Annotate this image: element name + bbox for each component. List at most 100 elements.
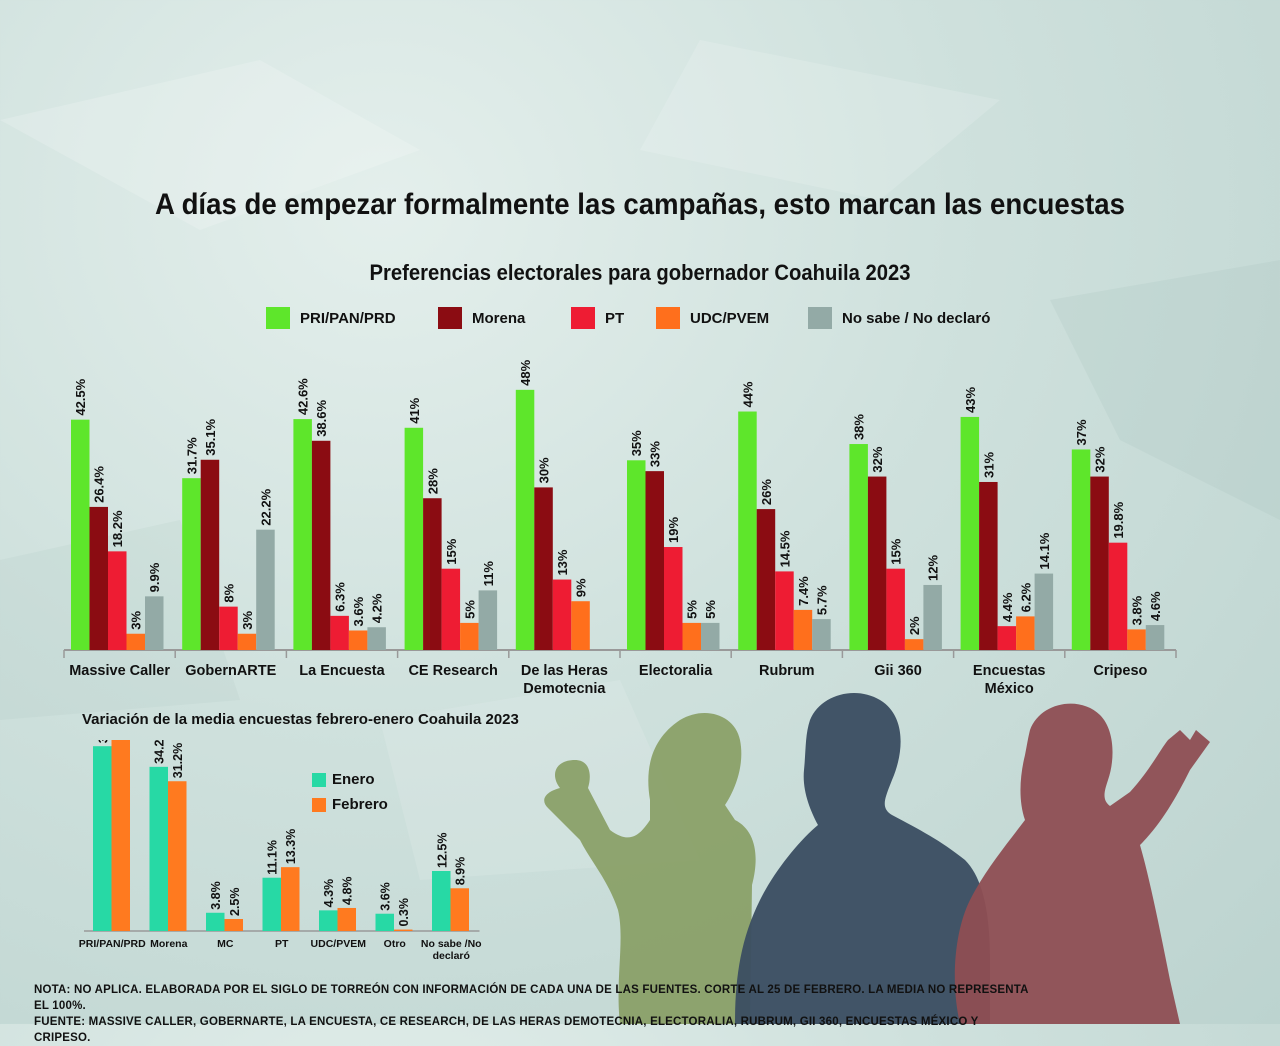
data-label: 22.2% xyxy=(258,488,273,525)
data-label: 42.6% xyxy=(296,378,311,415)
data-label: 32% xyxy=(870,446,885,472)
data-label: 14.5% xyxy=(777,530,792,567)
bar-pri xyxy=(1071,449,1091,650)
bar-enero xyxy=(375,913,394,931)
data-label: 4.3% xyxy=(322,879,336,908)
bar-pt xyxy=(1108,542,1128,650)
data-label: 12.5% xyxy=(435,833,449,868)
legend-swatch-udc xyxy=(656,307,680,329)
red-silhouette xyxy=(954,703,1210,1024)
category-label: CE Research xyxy=(408,663,497,679)
legend-label-pt: PT xyxy=(605,309,625,327)
bar-morena xyxy=(89,506,108,650)
bar-pt xyxy=(219,606,238,650)
category-label: Demotecnia xyxy=(523,681,606,697)
bar-pt xyxy=(886,568,905,650)
bar-nosabe xyxy=(367,627,386,650)
bar-enero xyxy=(319,910,338,931)
bar-febrero xyxy=(111,740,130,931)
data-label: 2% xyxy=(907,616,922,635)
data-label: 44% xyxy=(740,381,755,407)
legend-item-febrero: Febrero xyxy=(312,796,388,813)
category-label: No sabe /No xyxy=(421,938,482,950)
data-label: 2.5% xyxy=(228,888,242,917)
bar-morena xyxy=(979,481,998,650)
bar-enero xyxy=(206,912,225,931)
bar-pri xyxy=(293,419,312,650)
data-label: 33% xyxy=(648,441,663,467)
legend-swatch-enero xyxy=(312,772,326,787)
category-label: Electoralia xyxy=(639,663,713,679)
category-label: Cripeso xyxy=(1093,663,1147,679)
data-label: 41% xyxy=(407,397,422,423)
data-label: 26% xyxy=(759,479,774,505)
category-label: De las Heras xyxy=(521,663,608,679)
bar-morena xyxy=(423,498,442,650)
data-label: 3.6% xyxy=(351,596,366,626)
legend-label-nosabe: No sabe / No declaró xyxy=(842,309,991,327)
data-label: 35% xyxy=(629,430,644,456)
bar-nosabe xyxy=(701,622,720,650)
data-label: 11.1% xyxy=(266,840,280,875)
bar-febrero xyxy=(394,929,413,931)
data-label: 5% xyxy=(703,600,718,619)
bar-febrero xyxy=(337,907,356,931)
bar-pri xyxy=(71,419,90,650)
bar-pri xyxy=(182,478,201,650)
bar-pt xyxy=(997,626,1017,650)
data-label: 42.5% xyxy=(73,378,88,415)
data-label: 3.6% xyxy=(379,882,393,911)
category-label: Morena xyxy=(150,938,188,950)
bar-nosabe xyxy=(1145,625,1165,650)
legend-label-enero: Enero xyxy=(332,771,375,788)
legend-item-morena: Morena xyxy=(438,306,525,330)
data-label: 9% xyxy=(574,578,589,597)
bar-pt xyxy=(664,547,683,650)
data-label: 11% xyxy=(481,561,496,587)
category-label: PRI/PAN/PRD xyxy=(79,938,146,950)
bar-morena xyxy=(200,459,220,650)
bar-febrero xyxy=(224,919,243,931)
legend-swatch-nosabe xyxy=(808,307,832,329)
data-label: 13% xyxy=(555,549,570,575)
category-label: PT xyxy=(275,938,289,950)
green-silhouette xyxy=(544,712,756,1024)
bar-nosabe xyxy=(478,590,498,650)
category-label: UDC/PVEM xyxy=(311,938,367,950)
data-label: 48% xyxy=(518,359,533,385)
bar-morena xyxy=(311,440,331,650)
data-label: 4.8% xyxy=(341,876,355,905)
category-label: Otro xyxy=(384,938,406,950)
legend-label-morena: Morena xyxy=(472,309,526,327)
data-label: 6.3% xyxy=(333,582,348,612)
data-label: 8% xyxy=(221,583,236,602)
bar-pt xyxy=(441,568,461,650)
bar-enero xyxy=(93,746,112,931)
bar-febrero xyxy=(281,867,300,931)
data-label: 35.1% xyxy=(203,418,218,455)
category-label: México xyxy=(985,681,1034,697)
data-label: 4.2% xyxy=(370,593,385,623)
bar-udc xyxy=(682,622,701,650)
data-label: 7.4% xyxy=(796,576,811,606)
politicians-illustration xyxy=(544,692,1210,1024)
main-bar-chart: 42.5% 26.4%18.2% 3% 9.9% Massive Caller 31.7%… xyxy=(63,359,1177,697)
data-label: 18.2% xyxy=(110,510,125,547)
data-label: 3.8% xyxy=(209,881,223,910)
legend-item-nosabe: No sabe / No declaró xyxy=(808,306,990,330)
bar-udc xyxy=(571,601,590,650)
bar-pri xyxy=(627,460,646,650)
data-label: 30% xyxy=(537,457,552,483)
category-label: GobernARTE xyxy=(185,663,276,679)
legend-item-pri: PRI/PAN/PRD xyxy=(266,306,396,330)
data-label: 5.7% xyxy=(814,585,829,615)
legend-swatch-morena xyxy=(438,307,462,329)
category-label: declaró xyxy=(433,950,470,962)
data-label: 32% xyxy=(1093,446,1108,472)
bar-pt xyxy=(775,571,794,650)
data-label: 38% xyxy=(852,414,867,440)
note-text: NOTA: NO APLICA. ELABORADA POR EL SIGLO … xyxy=(34,984,1029,1012)
bar-nosabe xyxy=(923,584,942,650)
legend-item-udc: UDC/PVEM xyxy=(656,306,769,330)
data-label: 5% xyxy=(462,600,477,619)
